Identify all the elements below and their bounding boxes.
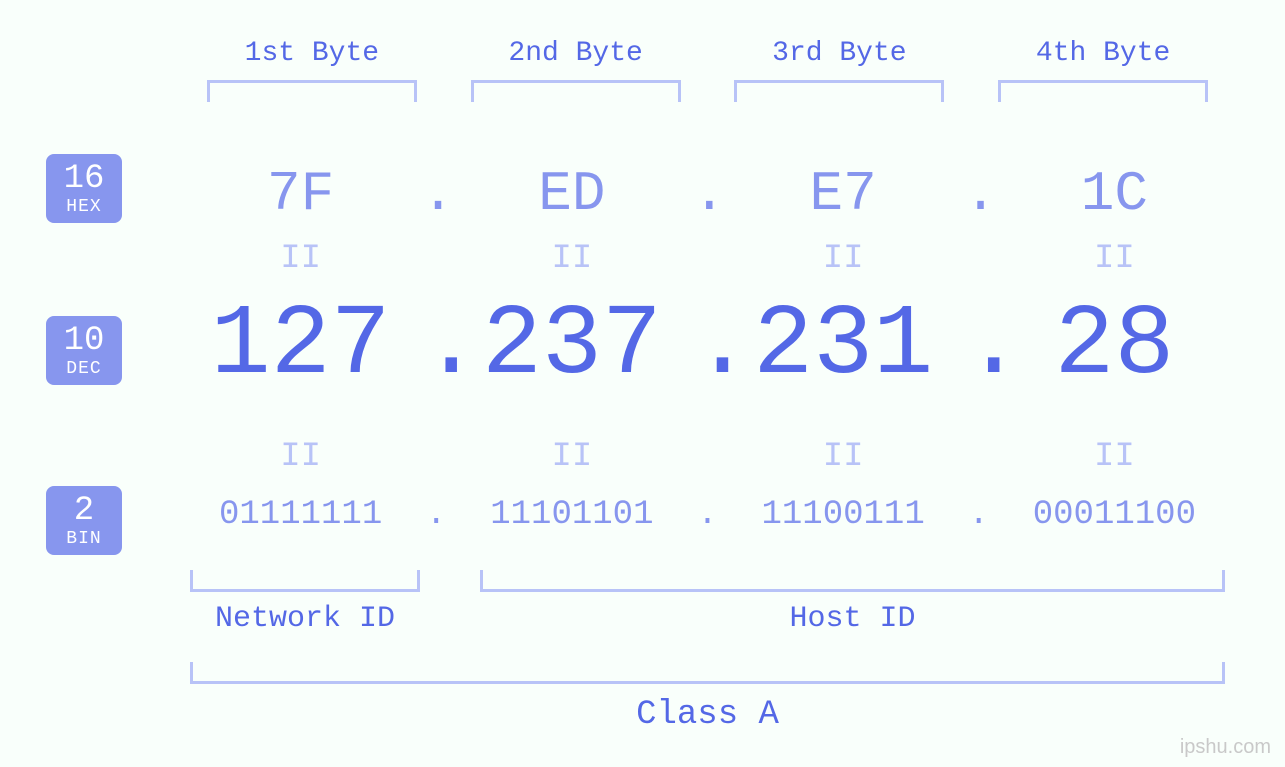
badge-num: 2 [46,494,122,530]
dot-separator: . [421,496,451,534]
byte-header-4: 4th Byte [1036,38,1170,69]
badge-num: 10 [46,324,122,360]
bracket-icon [190,570,420,592]
hex-byte-2: ED [451,162,692,226]
equals-row-1: II . II . II . II [180,240,1235,278]
equals-icon: II [180,240,421,278]
equals-icon: II [994,240,1235,278]
dot-separator: . [421,162,451,226]
dot-separator: . [693,290,723,403]
host-id-label: Host ID [480,602,1225,636]
bracket-icon [480,570,1225,592]
top-brackets [180,80,1235,102]
bin-row: 01111111 . 11101101 . 11100111 . 0001110… [180,496,1235,534]
bin-byte-4: 00011100 [994,496,1235,534]
dec-row: 127 . 237 . 231 . 28 [180,290,1235,403]
bin-byte-3: 11100111 [723,496,964,534]
equals-icon: II [723,438,964,476]
hex-byte-4: 1C [994,162,1235,226]
base-badge-dec: 10 DEC [46,316,122,385]
base-badge-bin: 2 BIN [46,486,122,555]
bin-byte-1: 01111111 [180,496,421,534]
equals-icon: II [451,438,692,476]
dot-separator: . [964,290,994,403]
bracket-icon [471,80,681,102]
badge-label: BIN [46,530,122,549]
bin-byte-2: 11101101 [451,496,692,534]
dot-separator: . [693,496,723,534]
dot-separator: . [964,162,994,226]
network-host-brackets [190,570,1225,592]
dec-byte-2: 237 [451,290,692,403]
equals-icon: II [451,240,692,278]
network-host-labels: Network ID Host ID [190,602,1225,636]
dec-byte-4: 28 [994,290,1235,403]
watermark: ipshu.com [1180,736,1271,759]
bracket-icon [998,80,1208,102]
dot-separator: . [964,496,994,534]
dec-byte-1: 127 [180,290,421,403]
hex-row: 7F . ED . E7 . 1C [180,162,1235,226]
byte-header-3: 3rd Byte [772,38,906,69]
byte-header-2: 2nd Byte [508,38,642,69]
byte-header-1: 1st Byte [245,38,379,69]
dot-separator: . [421,290,451,403]
equals-icon: II [180,438,421,476]
dot-separator: . [693,162,723,226]
badge-label: HEX [46,198,122,217]
class-bracket-icon [190,662,1225,684]
bracket-icon [207,80,417,102]
byte-header-row: 1st Byte 2nd Byte 3rd Byte 4th Byte [180,38,1235,69]
badge-label: DEC [46,360,122,379]
dec-byte-3: 231 [723,290,964,403]
bracket-icon [734,80,944,102]
base-badge-hex: 16 HEX [46,154,122,223]
class-label: Class A [190,696,1225,734]
equals-icon: II [994,438,1235,476]
hex-byte-1: 7F [180,162,421,226]
badge-num: 16 [46,162,122,198]
hex-byte-3: E7 [723,162,964,226]
equals-icon: II [723,240,964,278]
network-id-label: Network ID [190,602,420,636]
equals-row-2: II . II . II . II [180,438,1235,476]
